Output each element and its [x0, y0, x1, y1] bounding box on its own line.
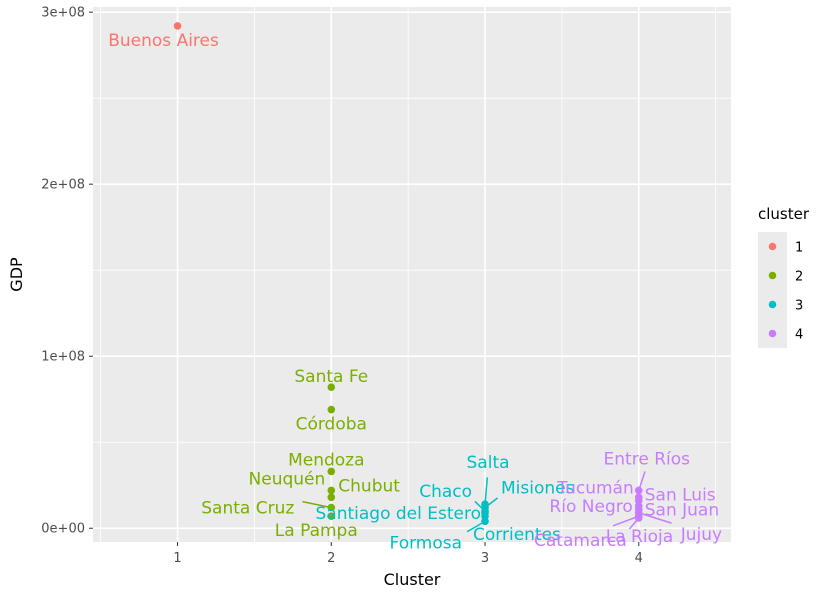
point-label: Misiones [501, 479, 575, 499]
data-point [327, 503, 336, 512]
data-point [327, 512, 336, 520]
x-tick-label: 4 [635, 551, 643, 566]
point-labels: Buenos Aires Santa Fe Córdoba MendozaNeuqué… [108, 31, 722, 553]
plot-panel [93, 7, 731, 542]
y-tick-label: 0e+00 [41, 522, 85, 537]
point-label: Neuquén [249, 469, 326, 489]
minor-grid [93, 7, 731, 542]
data-point [327, 493, 336, 502]
x-axis: 1 2 3 4 [173, 542, 643, 566]
point-label: Tucumán [556, 478, 633, 498]
legend-entry-label: 2 [795, 270, 803, 285]
point-label: Corrientes [473, 525, 561, 545]
point-label: La Pampa [275, 521, 358, 541]
point-label: Córdoba [296, 415, 367, 435]
legend-entry-label: 3 [795, 299, 803, 314]
legend-key-dot [768, 300, 777, 309]
data-point [634, 486, 643, 495]
data-points [173, 22, 643, 526]
point-label: Jujuy [680, 525, 722, 545]
data-point [327, 467, 336, 476]
legend: cluster 1 2 3 4 [758, 205, 810, 348]
data-point [327, 383, 336, 391]
label-connector [302, 500, 332, 509]
point-label: Formosa [390, 533, 463, 553]
point-label: Chaco [419, 482, 472, 502]
point-label: Santa Cruz [201, 499, 294, 519]
legend-key-dot [768, 242, 777, 251]
x-tick-label: 2 [327, 551, 335, 566]
point-label: San Luis [645, 486, 716, 506]
legend-title: cluster [758, 205, 810, 223]
point-label: Buenos Aires [108, 31, 219, 51]
y-axis: 0e+00 1e+08 2e+08 3e+08 [41, 6, 93, 537]
data-point [327, 405, 336, 414]
x-tick-label: 3 [481, 551, 489, 566]
legend-entry-label: 1 [795, 241, 803, 256]
y-tick-label: 2e+08 [41, 178, 85, 193]
label-connector [638, 512, 672, 524]
label-connector [612, 515, 640, 527]
x-tick-label: 1 [173, 551, 181, 566]
legend-entry-label: 4 [795, 328, 803, 343]
data-point [173, 22, 182, 30]
data-point [481, 512, 489, 520]
x-axis-title: Cluster [384, 570, 441, 589]
point-label: Salta [467, 453, 510, 473]
point-label: Entre Ríos [604, 449, 691, 469]
y-tick-label: 3e+08 [41, 6, 85, 21]
data-point [327, 486, 336, 495]
point-label: La Rioja [606, 527, 673, 547]
point-label: Río Negro [549, 497, 632, 517]
data-point [634, 508, 643, 517]
point-label: San Juan [645, 500, 719, 520]
point-label: Santa Fe [294, 367, 368, 387]
legend-key-dot [768, 329, 777, 338]
point-label: Chubut [338, 476, 400, 496]
major-grid [93, 7, 731, 542]
point-label: Santiago del Estero [316, 504, 482, 524]
y-tick-label: 1e+08 [41, 350, 85, 365]
y-axis-title: GDP [7, 257, 26, 292]
point-label: Catamarca [534, 531, 627, 551]
point-label: Mendoza [288, 450, 364, 470]
legend-key-dot [768, 271, 777, 280]
label-connector [484, 477, 489, 505]
